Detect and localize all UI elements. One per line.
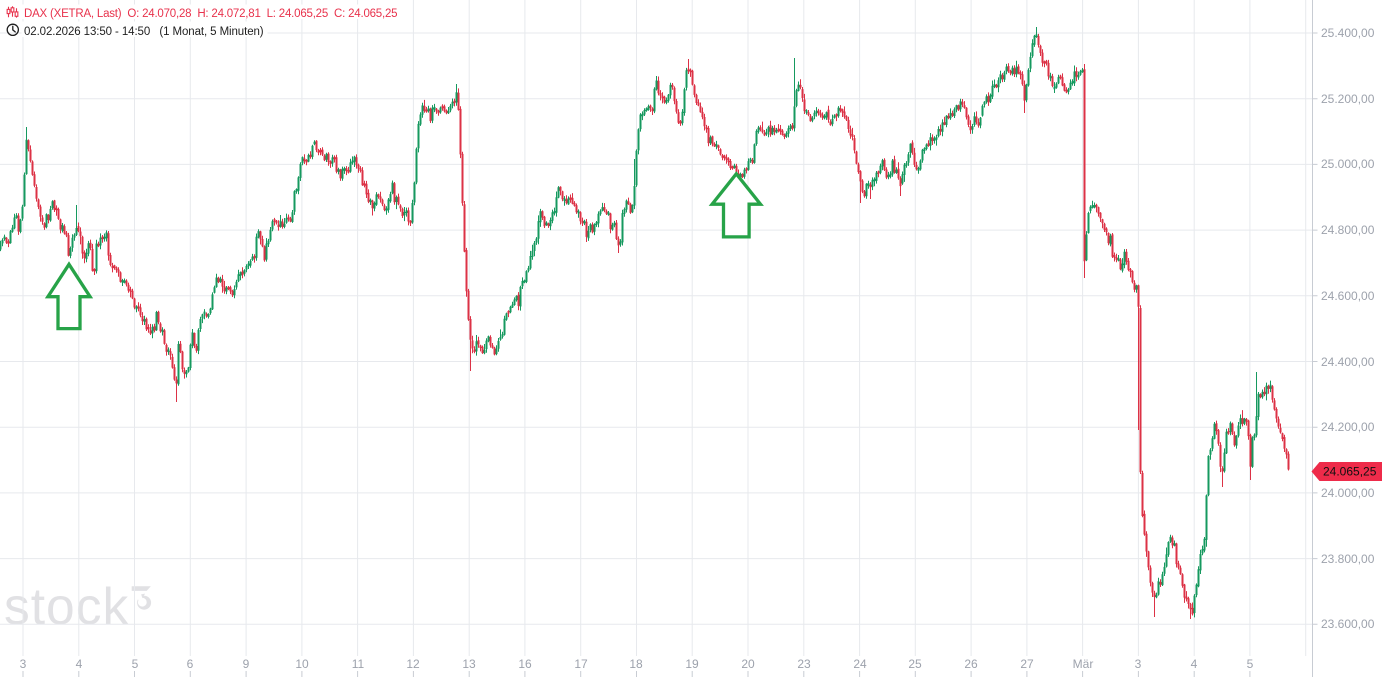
svg-text:25.400,00: 25.400,00 [1321,26,1375,40]
svg-text:19: 19 [685,657,699,671]
svg-text:20: 20 [741,657,755,671]
svg-text:23: 23 [797,657,811,671]
svg-text:9: 9 [243,657,250,671]
svg-text:24: 24 [853,657,867,671]
svg-text:02.02.2026 13:50 - 14:50 (1: 02.02.2026 13:50 - 14:50 (1 Monat, 5 Min… [24,26,264,38]
svg-text:12: 12 [406,657,420,671]
svg-text:24.800,00: 24.800,00 [1321,223,1375,237]
svg-text:24.400,00: 24.400,00 [1321,355,1375,369]
svg-text:27: 27 [1020,657,1034,671]
svg-text:16: 16 [518,657,532,671]
svg-text:5: 5 [132,657,139,671]
svg-text:6: 6 [187,657,194,671]
svg-text:24.600,00: 24.600,00 [1321,289,1375,303]
svg-text:11: 11 [352,657,365,671]
svg-text:25.000,00: 25.000,00 [1321,157,1375,171]
svg-text:stock: stock [4,577,129,635]
svg-text:25: 25 [908,657,922,671]
svg-text:3: 3 [1135,657,1142,671]
svg-text:25.200,00: 25.200,00 [1321,92,1375,106]
svg-text:17: 17 [574,657,588,671]
svg-text:13: 13 [462,657,476,671]
svg-text:24.065,25: 24.065,25 [1323,465,1377,479]
svg-text:4: 4 [1191,657,1198,671]
svg-text:24.200,00: 24.200,00 [1321,420,1375,434]
svg-text:5: 5 [1247,657,1254,671]
svg-text:3: 3 [20,657,27,671]
svg-text:23.800,00: 23.800,00 [1321,552,1375,566]
svg-text:18: 18 [629,657,643,671]
svg-text:4: 4 [76,657,83,671]
svg-text:DAX (XETRA, Last) O: 24.070,2: DAX (XETRA, Last) O: 24.070,28 H: 24.072… [24,8,397,20]
svg-text:26: 26 [964,657,978,671]
svg-text:23.600,00: 23.600,00 [1321,617,1375,631]
svg-text:Mär: Mär [1073,657,1094,671]
svg-text:24.000,00: 24.000,00 [1321,486,1375,500]
svg-text:10: 10 [295,657,309,671]
